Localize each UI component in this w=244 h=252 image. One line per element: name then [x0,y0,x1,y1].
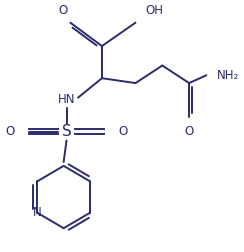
Text: O: O [184,125,194,138]
Text: O: O [6,125,15,138]
Text: S: S [62,124,71,139]
Text: OH: OH [145,4,163,17]
Text: NH₂: NH₂ [217,69,239,82]
Text: O: O [118,125,127,138]
Text: O: O [58,4,67,17]
Text: N: N [33,206,41,219]
Text: HN: HN [58,93,75,106]
